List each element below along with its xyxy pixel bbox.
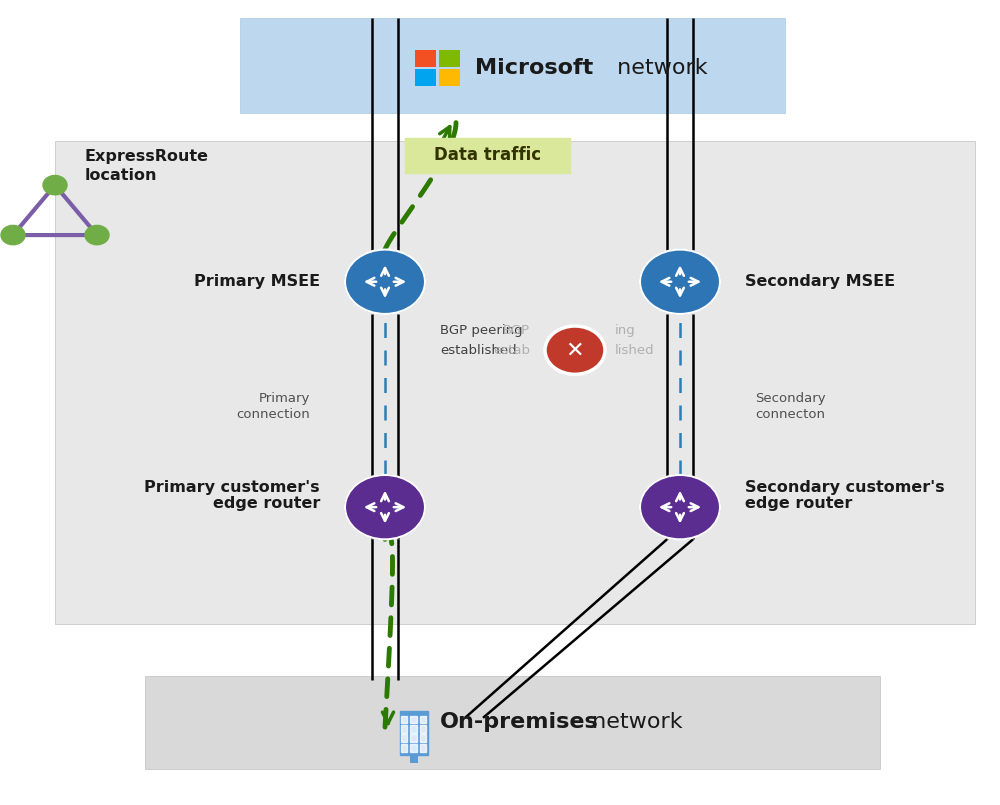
Text: estab: estab [493, 344, 530, 357]
Bar [410, 753, 418, 763]
Text: established: established [440, 344, 517, 357]
Text: Secondary: Secondary [755, 392, 826, 405]
Bar [420, 744, 426, 752]
Circle shape [640, 250, 720, 314]
Text: location: location [85, 168, 158, 183]
Text: edge router: edge router [213, 496, 320, 510]
Bar [420, 716, 426, 724]
Circle shape [545, 326, 605, 374]
Text: BGP: BGP [503, 324, 530, 336]
FancyBboxPatch shape [55, 141, 975, 624]
Circle shape [345, 475, 425, 539]
Text: connection: connection [236, 408, 310, 421]
Text: network: network [585, 712, 683, 733]
Text: lished: lished [615, 344, 655, 357]
FancyBboxPatch shape [240, 18, 785, 113]
Bar [439, 50, 460, 67]
Bar [401, 716, 407, 724]
Text: Primary customer's: Primary customer's [144, 480, 320, 494]
Text: Secondary MSEE: Secondary MSEE [745, 275, 895, 289]
Text: Primary: Primary [259, 392, 310, 405]
Bar [410, 744, 417, 752]
Circle shape [1, 225, 25, 245]
Text: ExpressRoute: ExpressRoute [85, 150, 209, 164]
Text: connecton: connecton [755, 408, 825, 421]
Text: ✕: ✕ [566, 341, 584, 360]
Bar [401, 725, 407, 733]
Bar [400, 711, 428, 755]
Text: ing: ing [615, 324, 636, 336]
Bar [401, 744, 407, 752]
Text: edge router: edge router [745, 496, 852, 510]
Bar [410, 716, 417, 724]
Circle shape [85, 225, 109, 245]
Circle shape [345, 250, 425, 314]
Text: BGP peering: BGP peering [440, 324, 523, 336]
FancyBboxPatch shape [145, 676, 880, 769]
Text: Data traffic: Data traffic [434, 147, 541, 164]
Bar [410, 734, 417, 742]
Bar [401, 734, 407, 742]
Text: Primary MSEE: Primary MSEE [194, 275, 320, 289]
Bar [415, 50, 436, 67]
Text: On-premises: On-premises [440, 712, 599, 733]
Bar [410, 725, 417, 733]
Circle shape [43, 175, 67, 195]
Bar [415, 69, 436, 86]
Bar [420, 734, 426, 742]
Text: network: network [610, 58, 708, 78]
Circle shape [640, 475, 720, 539]
Text: Microsoft: Microsoft [475, 58, 593, 78]
FancyBboxPatch shape [405, 138, 570, 173]
Text: Secondary customer's: Secondary customer's [745, 480, 945, 494]
Bar [439, 69, 460, 86]
Bar [420, 725, 426, 733]
